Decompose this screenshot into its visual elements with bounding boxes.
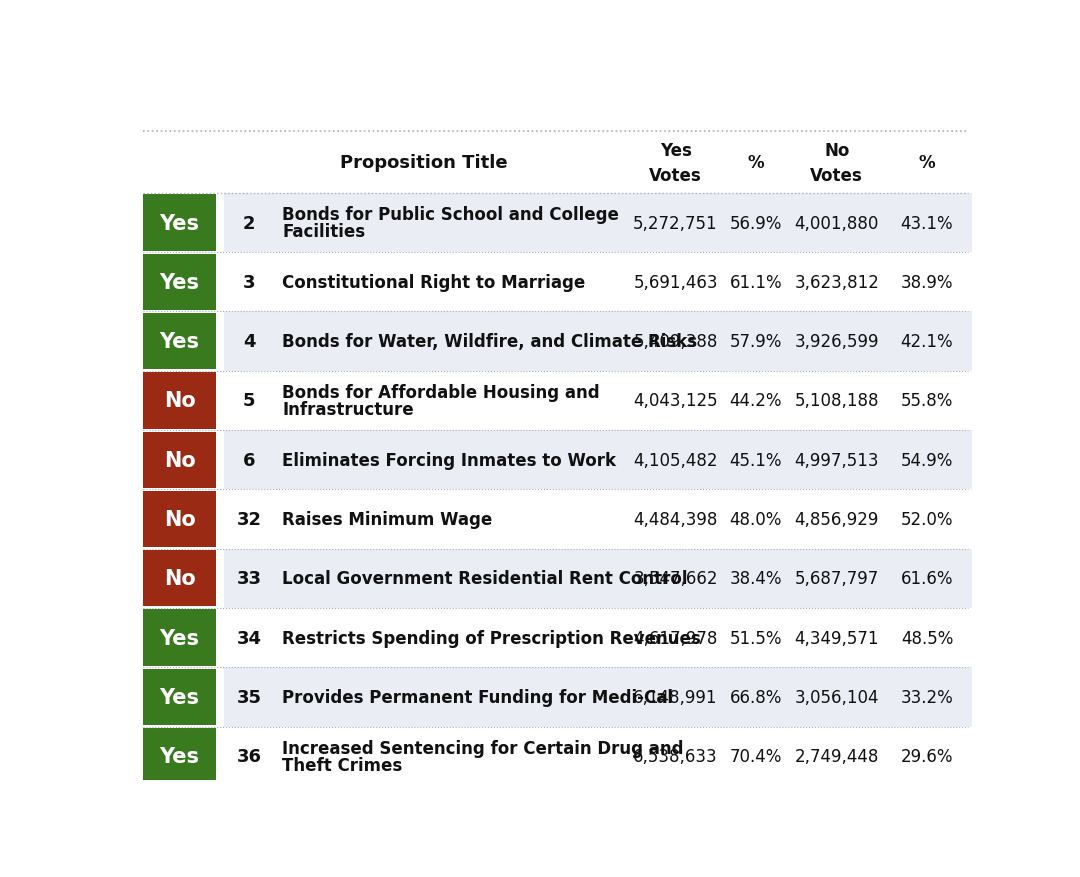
Bar (143, 551, 216, 607)
Text: 32: 32 (237, 510, 261, 529)
Text: 4,617,978: 4,617,978 (633, 629, 718, 647)
Text: 45.1%: 45.1% (729, 451, 782, 469)
Text: 4,349,571: 4,349,571 (795, 629, 879, 647)
Text: 4,105,482: 4,105,482 (633, 451, 718, 469)
Text: Yes
Votes: Yes Votes (649, 141, 702, 184)
Text: 4,856,929: 4,856,929 (795, 510, 879, 529)
Text: Yes: Yes (160, 628, 200, 648)
Bar (143, 432, 216, 488)
Text: 48.5%: 48.5% (901, 629, 954, 647)
Bar (143, 314, 216, 370)
Text: Constitutional Right to Marriage: Constitutional Right to Marriage (282, 274, 585, 291)
Text: 5,108,188: 5,108,188 (795, 392, 879, 410)
Text: 5: 5 (243, 392, 256, 410)
Text: 4: 4 (243, 332, 256, 351)
Text: %: % (919, 154, 935, 172)
Text: 52.0%: 52.0% (901, 510, 954, 529)
Bar (225, 312, 972, 371)
Text: Proposition Title: Proposition Title (340, 154, 508, 172)
Text: 3,623,812: 3,623,812 (794, 274, 879, 291)
Text: Infrastructure: Infrastructure (282, 401, 414, 418)
Text: 35: 35 (237, 688, 261, 706)
Text: 55.8%: 55.8% (901, 392, 954, 410)
Text: %: % (747, 154, 764, 172)
Text: 66.8%: 66.8% (730, 688, 782, 706)
Text: Yes: Yes (160, 687, 200, 707)
Text: Bonds for Affordable Housing and: Bonds for Affordable Housing and (282, 383, 599, 402)
Text: Bonds for Water, Wildfire, and Climate Risks: Bonds for Water, Wildfire, and Climate R… (282, 332, 698, 351)
Text: 3,547,662: 3,547,662 (633, 570, 718, 588)
Bar (225, 667, 972, 727)
Text: Theft Crimes: Theft Crimes (282, 756, 403, 774)
Text: 61.6%: 61.6% (901, 570, 954, 588)
Text: 57.9%: 57.9% (730, 332, 782, 351)
Bar (225, 489, 972, 549)
Text: 34: 34 (237, 629, 261, 647)
Text: Yes: Yes (160, 746, 200, 766)
Bar (225, 253, 972, 312)
Text: 33: 33 (237, 570, 261, 588)
Text: No: No (164, 568, 195, 588)
Text: 36: 36 (237, 747, 261, 766)
Text: 5,691,463: 5,691,463 (633, 274, 718, 291)
Text: 33.2%: 33.2% (901, 688, 954, 706)
Bar (135, 132, 972, 194)
Bar (143, 610, 216, 666)
Bar (225, 549, 972, 609)
Text: 4,997,513: 4,997,513 (795, 451, 879, 469)
Text: 3,926,599: 3,926,599 (795, 332, 879, 351)
Text: 5,687,797: 5,687,797 (795, 570, 879, 588)
Bar (143, 728, 216, 784)
Text: 42.1%: 42.1% (901, 332, 954, 351)
Text: 44.2%: 44.2% (729, 392, 782, 410)
Text: Facilities: Facilities (282, 223, 365, 241)
Text: 5,272,751: 5,272,751 (633, 214, 718, 232)
Text: 5,409,388: 5,409,388 (633, 332, 718, 351)
Text: 3,056,104: 3,056,104 (795, 688, 879, 706)
Text: 29.6%: 29.6% (901, 747, 954, 766)
Text: 70.4%: 70.4% (730, 747, 782, 766)
Text: Increased Sentencing for Certain Drug and: Increased Sentencing for Certain Drug an… (282, 738, 684, 757)
Bar (225, 194, 972, 253)
Text: 48.0%: 48.0% (730, 510, 782, 529)
Bar (225, 431, 972, 489)
Text: 6,538,633: 6,538,633 (633, 747, 718, 766)
Text: No
Votes: No Votes (810, 141, 863, 184)
Bar (143, 196, 216, 252)
Text: 54.9%: 54.9% (901, 451, 954, 469)
Bar (225, 609, 972, 667)
Text: 2: 2 (243, 214, 256, 232)
Text: Yes: Yes (160, 213, 200, 233)
Bar (225, 727, 972, 786)
Bar (225, 371, 972, 431)
Text: Yes: Yes (160, 273, 200, 293)
Text: 6: 6 (243, 451, 256, 469)
Bar (143, 491, 216, 547)
Text: Local Government Residential Rent Control: Local Government Residential Rent Contro… (282, 570, 688, 588)
Text: 43.1%: 43.1% (901, 214, 954, 232)
Text: Eliminates Forcing Inmates to Work: Eliminates Forcing Inmates to Work (282, 451, 617, 469)
Text: Bonds for Public School and College: Bonds for Public School and College (282, 206, 619, 224)
Text: 56.9%: 56.9% (730, 214, 782, 232)
Text: 6,148,991: 6,148,991 (633, 688, 718, 706)
Text: 51.5%: 51.5% (729, 629, 782, 647)
Text: No: No (164, 510, 195, 530)
Text: Provides Permanent Funding for Medi-Cal: Provides Permanent Funding for Medi-Cal (282, 688, 673, 706)
Bar (143, 254, 216, 310)
Text: 3: 3 (243, 274, 256, 291)
Bar (143, 373, 216, 429)
Text: 2,749,448: 2,749,448 (795, 747, 879, 766)
Bar (143, 669, 216, 725)
Text: 61.1%: 61.1% (729, 274, 782, 291)
Text: Restricts Spending of Prescription Revenues: Restricts Spending of Prescription Reven… (282, 629, 701, 647)
Text: 4,001,880: 4,001,880 (795, 214, 879, 232)
Text: 4,043,125: 4,043,125 (633, 392, 718, 410)
Text: 38.4%: 38.4% (729, 570, 782, 588)
Text: No: No (164, 450, 195, 470)
Text: 4,484,398: 4,484,398 (633, 510, 718, 529)
Text: Yes: Yes (160, 332, 200, 352)
Text: Raises Minimum Wage: Raises Minimum Wage (282, 510, 492, 529)
Text: No: No (164, 391, 195, 411)
Text: 38.9%: 38.9% (901, 274, 954, 291)
